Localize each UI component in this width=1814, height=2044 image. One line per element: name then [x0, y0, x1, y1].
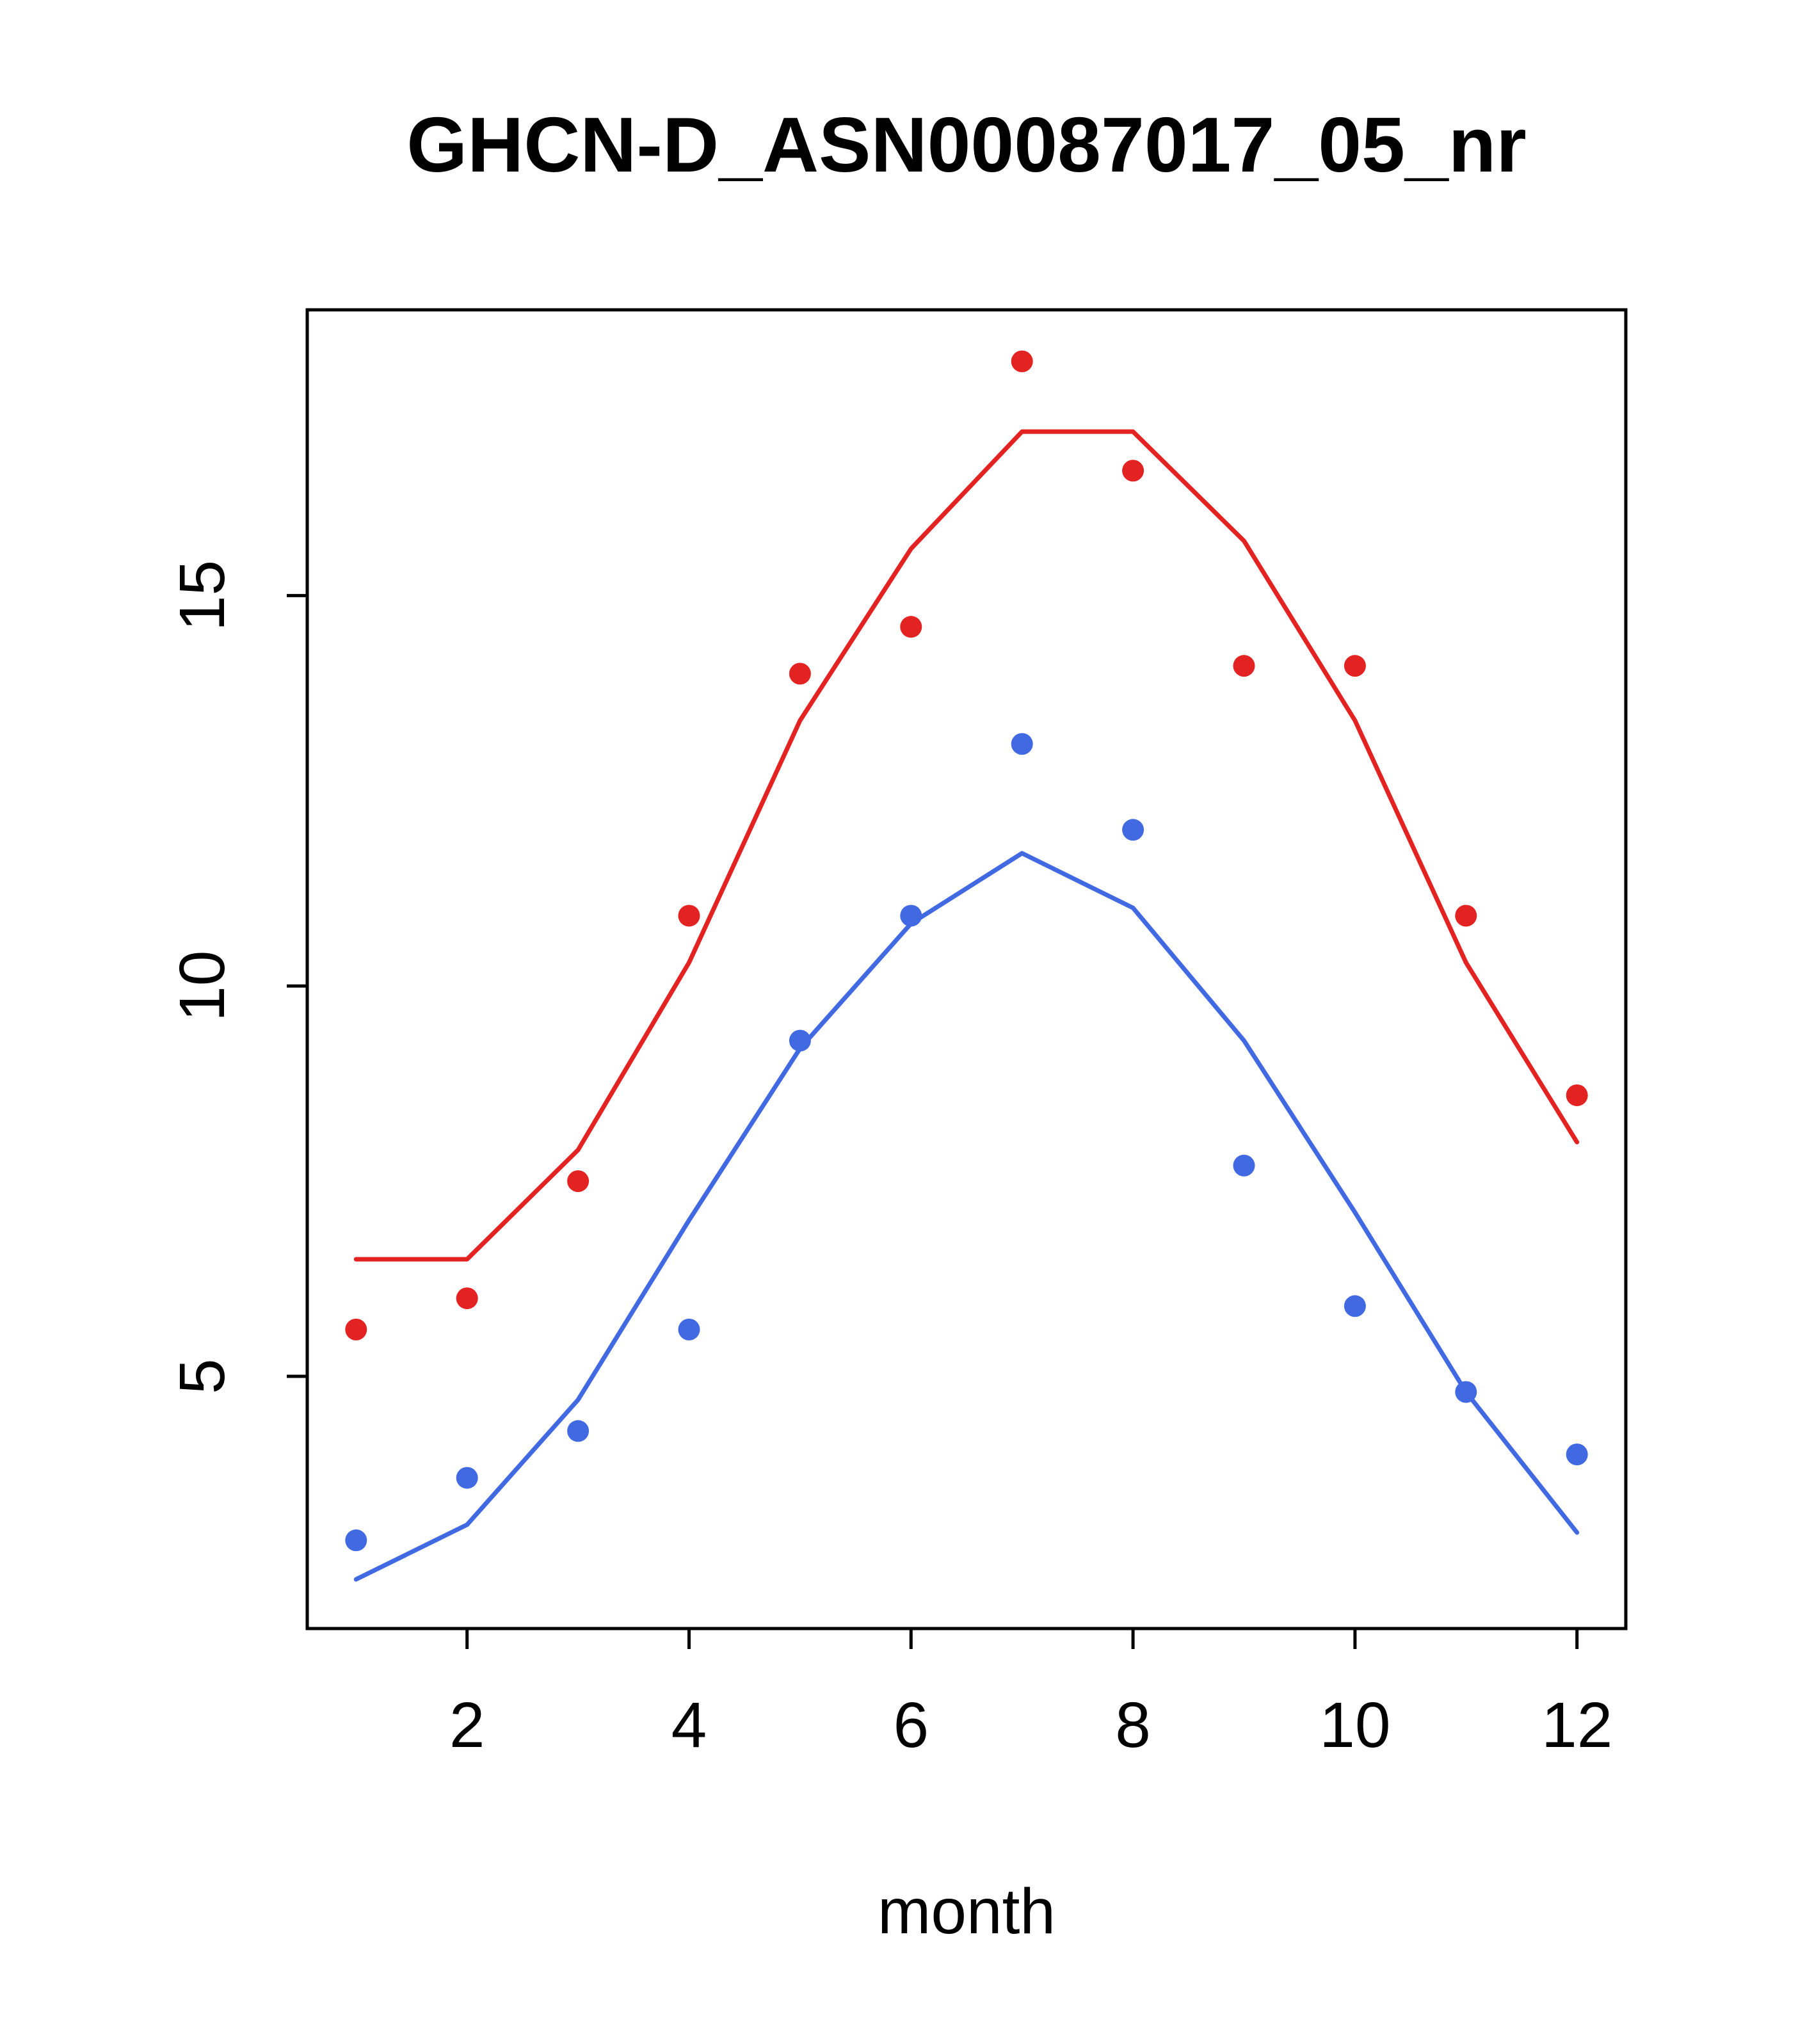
- red-observed-point: [1122, 460, 1144, 482]
- red-observed-point: [1455, 905, 1477, 927]
- blue-model-line: [353, 851, 1580, 1582]
- y-tick-label: 5: [166, 1358, 238, 1394]
- blue-observed-point: [456, 1467, 478, 1489]
- blue-observed-point: [1344, 1295, 1366, 1317]
- blue-observed-point: [789, 1029, 811, 1052]
- blue-observed-point: [678, 1318, 700, 1340]
- red-observed-point: [456, 1287, 478, 1310]
- blue-observed-point: [1233, 1154, 1255, 1177]
- red-observed-point: [567, 1170, 590, 1193]
- x-tick-label: 4: [671, 1689, 707, 1761]
- x-tick-label: 12: [1541, 1689, 1612, 1761]
- blue-observed-point: [567, 1420, 590, 1442]
- red-observed-point: [1566, 1084, 1588, 1106]
- y-tick-label: 15: [166, 560, 238, 631]
- blue-observed-point: [1011, 733, 1033, 755]
- red-model-line: [353, 429, 1580, 1262]
- blue-observed-point: [1566, 1444, 1588, 1466]
- red-observed-point: [678, 905, 700, 927]
- blue-observed-point: [1122, 819, 1144, 841]
- x-tick-label: 6: [893, 1689, 929, 1761]
- red-observed-point: [1233, 655, 1255, 677]
- plot-area: 2 4 6 8 10 12 5 10 15: [166, 308, 1628, 1761]
- x-tick-label: 8: [1115, 1689, 1151, 1761]
- blue-observed-point: [1455, 1381, 1477, 1403]
- x-axis-label: month: [878, 1876, 1055, 1947]
- red-observed-point: [789, 663, 811, 685]
- plot-border: [305, 308, 1628, 1630]
- red-observed-point: [1344, 655, 1366, 677]
- chart-title: GHCN-D_ASN00087017_05_nr: [406, 101, 1527, 188]
- x-tick-label: 10: [1319, 1689, 1390, 1761]
- red-observed-point: [345, 1318, 367, 1340]
- y-tick-label: 10: [166, 951, 238, 1022]
- red-observed-point: [1011, 350, 1033, 373]
- red-observed-point: [900, 616, 922, 638]
- blue-observed-point: [345, 1529, 367, 1552]
- x-tick-label: 2: [449, 1689, 485, 1761]
- blue-observed-point: [900, 905, 922, 927]
